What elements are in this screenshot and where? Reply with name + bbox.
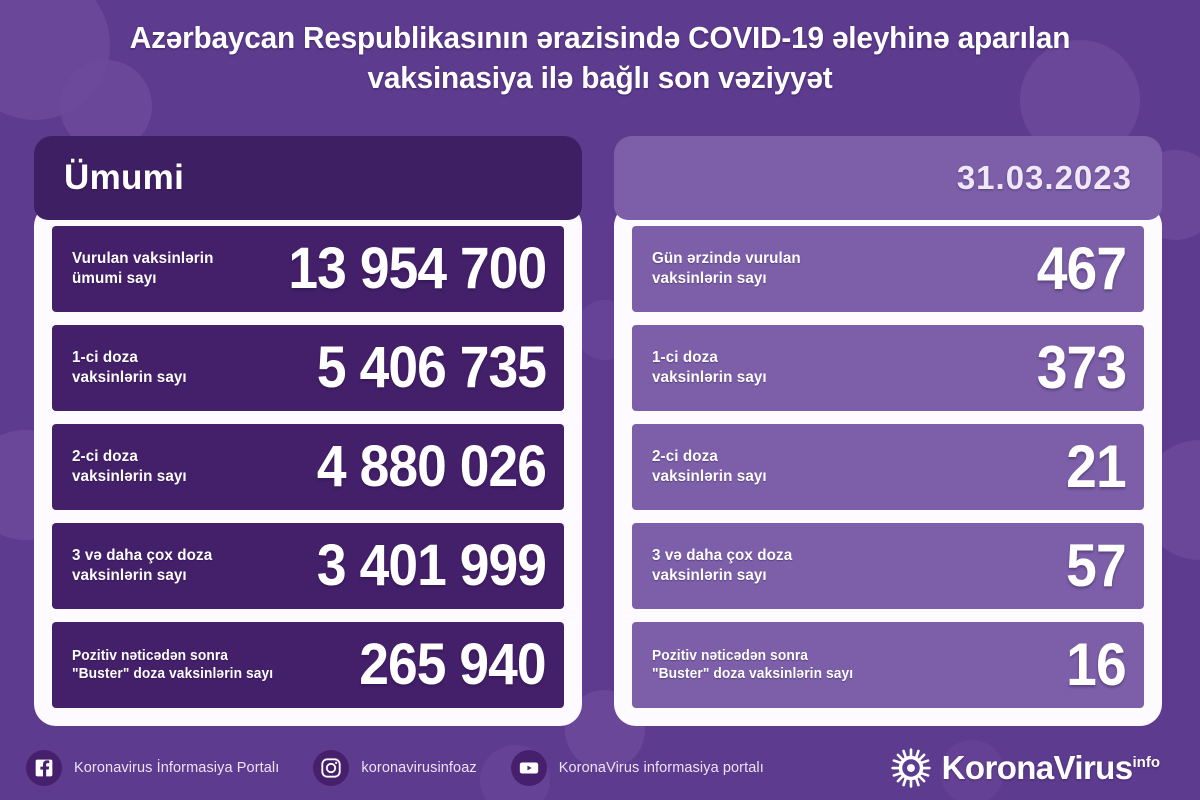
stat-row: 3 və daha çox doza vaksinlərin sayı 3 40… (52, 523, 564, 609)
social-link-facebook[interactable]: Koronavirus İnformasiya Portalı (26, 750, 279, 786)
social-link-instagram[interactable]: koronavirusinfoaz (313, 750, 477, 786)
stat-value: 467 (1036, 235, 1127, 302)
stat-value: 21 (1066, 433, 1126, 500)
instagram-icon (313, 750, 350, 786)
social-link-youtube[interactable]: KoronaVirus informasiya portalı (510, 750, 764, 786)
stat-label: 2-ci doza vaksinlərin sayı (72, 448, 187, 485)
stat-row: 2-ci doza vaksinlərin sayı 21 (632, 424, 1144, 510)
coronavirus-icon (890, 747, 932, 789)
stat-label: 1-ci doza vaksinlərin sayı (652, 349, 767, 386)
stat-label: 3 və daha çox doza vaksinlərin sayı (652, 547, 793, 584)
youtube-icon (510, 750, 547, 786)
page-title: Azərbaycan Respublikasının ərazisində CO… (0, 18, 1200, 98)
social-label-youtube: KoronaVirus informasiya portalı (558, 760, 764, 776)
stat-label: Vurulan vaksinlərin ümumi sayı (72, 250, 214, 287)
report-date: 31.03.2023 (956, 159, 1132, 196)
panel-daily-body: Gün ərzində vurulan vaksinlərin sayı 467… (614, 204, 1162, 726)
stat-row: Pozitiv nəticədən sonra "Buster" doza va… (52, 622, 564, 708)
stat-value: 4 880 026 (316, 434, 547, 499)
brand-name-text: KoronaVirus (941, 749, 1133, 786)
panel-total: Ümumi Vurulan vaksinlərin ümumi sayı 13 … (34, 136, 582, 726)
stat-row: 1-ci doza vaksinlərin sayı 373 (632, 325, 1144, 411)
footer: Koronavirus İnformasiya Portalı koronavi… (0, 736, 1200, 800)
stat-label: 1-ci doza vaksinlərin sayı (72, 349, 187, 386)
stat-value: 57 (1066, 532, 1126, 599)
stat-row: Pozitiv nəticədən sonra "Buster" doza va… (632, 622, 1144, 708)
stat-label: Pozitiv nəticədən sonra "Buster" doza va… (652, 648, 854, 682)
brand-suffix: info (1132, 754, 1161, 771)
panel-total-body: Vurulan vaksinlərin ümumi sayı 13 954 70… (34, 204, 582, 726)
title-line-2: vaksinasiya ilə bağlı son vəziyyət (367, 60, 833, 95)
stat-row: Vurulan vaksinlərin ümumi sayı 13 954 70… (52, 226, 564, 312)
stat-row: 2-ci doza vaksinlərin sayı 4 880 026 (52, 424, 564, 510)
panel-daily-header: 31.03.2023 (614, 136, 1162, 220)
stat-label: 2-ci doza vaksinlərin sayı (652, 448, 767, 485)
stat-label: Gün ərzində vurulan vaksinlərin sayı (652, 250, 801, 287)
stat-value: 265 940 (359, 632, 547, 697)
panel-daily: 31.03.2023 Gün ərzində vurulan vaksinlər… (614, 136, 1162, 726)
stat-row: Gün ərzində vurulan vaksinlərin sayı 467 (632, 226, 1144, 312)
title-line-1: Azərbaycan Respublikasının ərazisində CO… (129, 20, 1071, 55)
panel-total-title: Ümumi (64, 158, 185, 197)
stat-value: 373 (1036, 334, 1127, 401)
stat-row: 1-ci doza vaksinlərin sayı 5 406 735 (52, 325, 564, 411)
stat-value: 3 401 999 (316, 533, 547, 598)
brand-logo: KoronaVirusinfo (890, 747, 1174, 789)
stat-label: Pozitiv nəticədən sonra "Buster" doza va… (72, 648, 274, 682)
social-label-facebook: Koronavirus İnformasiya Portalı (74, 760, 280, 776)
brand-name: KoronaVirusinfo (942, 749, 1160, 787)
stat-value: 13 954 700 (288, 236, 547, 301)
panel-total-header: Ümumi (34, 136, 582, 220)
stat-value: 16 (1066, 631, 1126, 698)
stat-label: 3 və daha çox doza vaksinlərin sayı (72, 547, 213, 584)
stat-value: 5 406 735 (316, 335, 547, 400)
social-label-instagram: koronavirusinfoaz (361, 760, 477, 776)
facebook-icon (26, 750, 62, 786)
stat-row: 3 və daha çox doza vaksinlərin sayı 57 (632, 523, 1144, 609)
